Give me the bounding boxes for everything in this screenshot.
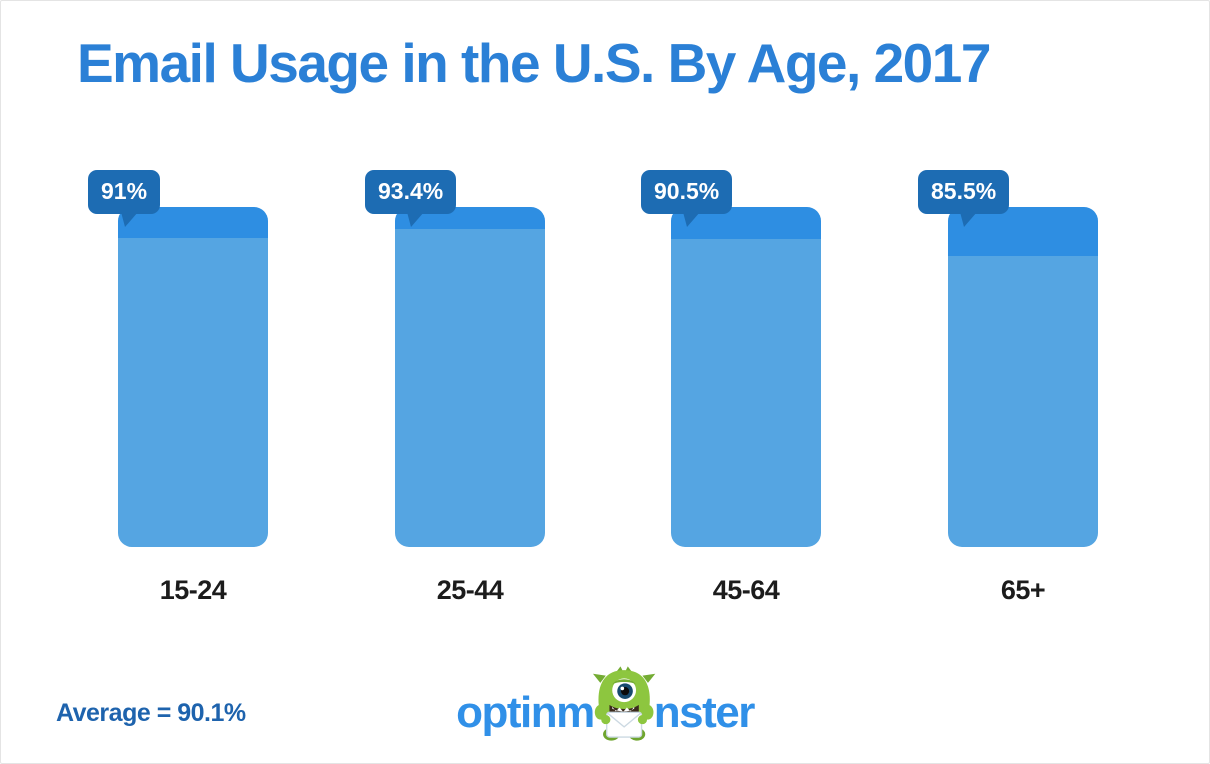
bar <box>118 207 268 547</box>
average-annotation: Average = 90.1% <box>56 699 246 727</box>
optinmonster-logo: optinm <box>456 665 756 753</box>
value-bubble: 93.4% <box>365 170 457 227</box>
bar-group: 90.5% 45-64 <box>641 170 821 605</box>
bar <box>395 207 545 547</box>
chart-title: Email Usage in the U.S. By Age, 2017 <box>77 32 991 94</box>
value-bubble: 90.5% <box>641 170 733 227</box>
bar-group: 85.5% 65+ <box>918 170 1098 605</box>
bar-value-fill <box>395 229 545 547</box>
bar-value-fill <box>671 239 821 547</box>
age-label: 15-24 <box>159 575 227 605</box>
bar-value-fill <box>118 238 268 547</box>
bar-group: 93.4% 25-44 <box>365 170 545 605</box>
bar-value-fill <box>948 256 1098 547</box>
bar-chart: 91% 15-24 93.4% 25-44 90.5% 45-64 85.5% 65+ <box>1 1 1210 661</box>
logo-text-right: nster <box>653 688 756 737</box>
bar <box>948 207 1098 547</box>
value-bubble: 85.5% <box>918 170 1010 227</box>
value-bubble: 91% <box>88 170 161 227</box>
age-label: 45-64 <box>712 575 780 605</box>
bar-group: 91% 15-24 <box>88 170 268 605</box>
age-label: 25-44 <box>436 575 504 605</box>
age-label: 65+ <box>1000 575 1046 605</box>
optinmonster-mascot-icon <box>591 665 657 747</box>
bar <box>671 207 821 547</box>
logo-text-left: optinm <box>456 688 595 737</box>
